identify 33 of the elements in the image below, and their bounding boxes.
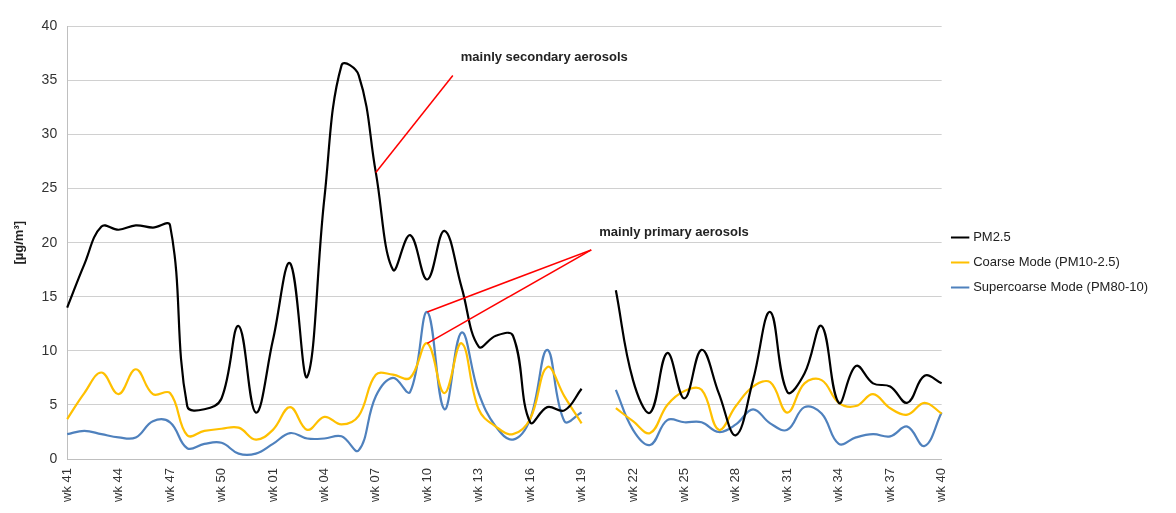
x-tick-label: wk 44 bbox=[110, 468, 126, 504]
x-tick-label: wk 25 bbox=[676, 468, 692, 504]
y-tick-label: 10 bbox=[41, 341, 58, 358]
x-tick-label: wk 37 bbox=[881, 468, 897, 504]
legend-label: Supercoarse Mode (PM80-10) bbox=[973, 279, 1148, 295]
y-tick-label: 30 bbox=[41, 125, 58, 142]
y-tick-label: 15 bbox=[41, 287, 58, 304]
x-tick-label: wk 22 bbox=[624, 468, 640, 504]
x-tick-label: wk 31 bbox=[778, 468, 794, 504]
x-tick-label: wk 01 bbox=[264, 468, 280, 504]
x-tick-label: wk 16 bbox=[521, 468, 537, 504]
y-tick-label: 20 bbox=[41, 233, 58, 250]
x-tick-label: wk 10 bbox=[418, 468, 434, 504]
y-tick-label: 0 bbox=[49, 449, 58, 466]
x-tick-label: wk 47 bbox=[161, 468, 177, 504]
annotation: mainly secondary aerosols bbox=[460, 48, 628, 64]
x-tick-label: wk 07 bbox=[367, 468, 383, 504]
x-tick-label: wk 34 bbox=[830, 468, 846, 504]
x-tick-label: wk 28 bbox=[727, 468, 743, 504]
annotation: mainly primary aerosols bbox=[599, 223, 749, 239]
y-tick-label: 25 bbox=[41, 179, 58, 196]
y-axis-title: [µg/m³] bbox=[11, 220, 27, 265]
x-tick-label: wk 04 bbox=[315, 468, 331, 504]
y-tick-label: 40 bbox=[41, 17, 58, 34]
x-tick-label: wk 19 bbox=[573, 468, 589, 504]
legend-label: Coarse Mode (PM10-2.5) bbox=[973, 254, 1120, 270]
x-tick-label: wk 50 bbox=[213, 468, 229, 504]
x-tick-label: wk 41 bbox=[58, 468, 74, 504]
legend-label: PM2.5 bbox=[973, 229, 1011, 245]
x-tick-label: wk 40 bbox=[933, 468, 949, 504]
x-tick-label: wk 13 bbox=[470, 468, 486, 504]
y-tick-label: 35 bbox=[41, 71, 58, 88]
y-tick-label: 5 bbox=[49, 395, 58, 412]
